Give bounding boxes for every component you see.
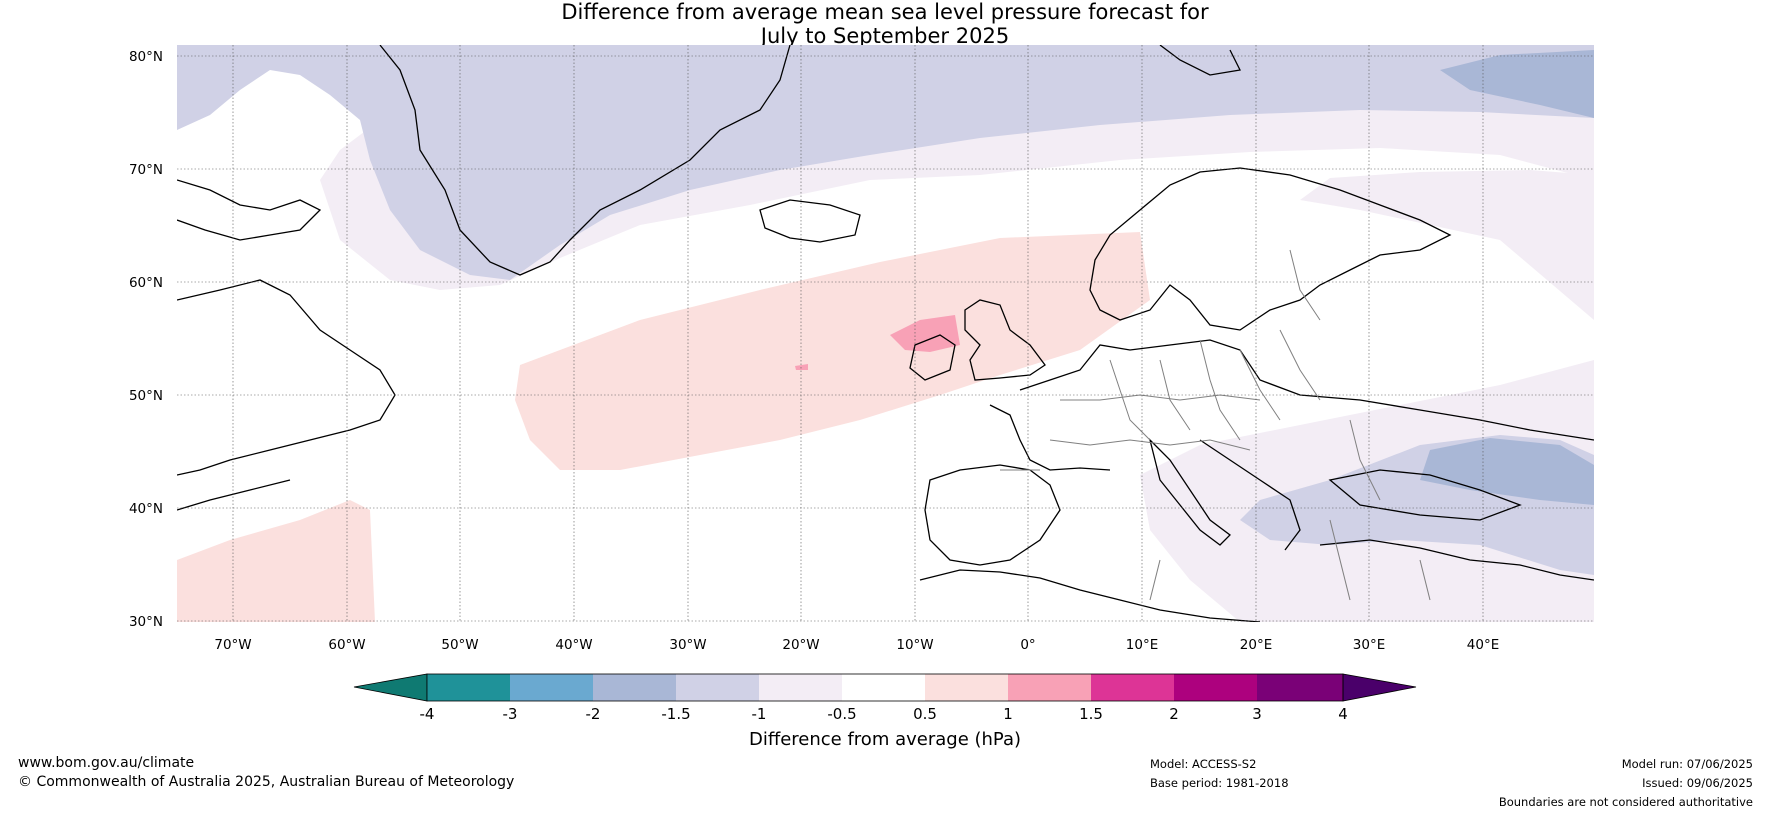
longitude-labels: 70°W 60°W 50°W 40°W 30°W 20°W 10°W 0° 10… [214, 637, 1499, 653]
colorbar-tick-neg4: -4 [420, 705, 435, 723]
baffin-coast [177, 179, 322, 241]
lon-label-50w: 50°W [441, 637, 478, 653]
colorbar-segment-1 [427, 674, 510, 701]
colorbar-segment-9 [1091, 674, 1174, 701]
lon-label-30w: 30°W [669, 637, 706, 653]
colorbar-tick-1: 1 [1003, 705, 1013, 723]
greenland-coast [379, 45, 791, 276]
nova-scotia-coast [177, 479, 291, 511]
issued-text: Issued: 09/06/2025 [1642, 776, 1753, 790]
model-text: Model: ACCESS-S2 [1150, 757, 1257, 771]
lat-label-50n: 50°N [129, 388, 163, 404]
black-sea-coast [1328, 469, 1522, 521]
colorbar-segment-10 [1174, 674, 1257, 701]
colorbar-tick-2: 2 [1169, 705, 1179, 723]
anatolia-coast [1319, 539, 1594, 581]
copyright-text: © Commonwealth of Australia 2025, Austra… [18, 774, 515, 790]
scandinavia-coast [1089, 167, 1452, 331]
website-link[interactable]: www.bom.gov.au/climate [18, 755, 195, 771]
lon-label-40w: 40°W [555, 637, 592, 653]
lon-label-10w: 10°W [896, 637, 933, 653]
colorbar-tick-3: 3 [1252, 705, 1262, 723]
colorbar-segment-8 [1008, 674, 1091, 701]
model-run-text: Model run: 07/06/2025 [1621, 757, 1753, 771]
graticule [177, 45, 1594, 622]
colorbar-tick-neg1-5: -1.5 [661, 705, 690, 723]
map-title: Difference from average mean sea level p… [0, 0, 1770, 48]
lat-label-70n: 70°N [129, 162, 163, 178]
coastlines [177, 45, 1594, 622]
lat-label-30n: 30°N [129, 614, 163, 630]
colorbar-segment-5 [759, 674, 842, 701]
title-line-1: Difference from average mean sea level p… [561, 0, 1209, 24]
colorbar-tick-0-5: 0.5 [913, 705, 937, 723]
lon-label-40e: 40°E [1467, 637, 1499, 653]
lon-label-70w: 70°W [214, 637, 251, 653]
latitude-labels: 80°N 70°N 60°N 50°N 40°N 30°N [129, 49, 163, 630]
britain-coast [964, 299, 1046, 381]
colorbar-tick-neg1: -1 [752, 705, 767, 723]
colorbar-segment-2 [510, 674, 593, 701]
colorbar-high-extend [1342, 673, 1417, 702]
italy-coast [1148, 437, 1231, 546]
france-coast [989, 404, 1111, 471]
lon-label-0: 0° [1020, 637, 1035, 653]
colorbar: -4 -3 -2 -1.5 -1 -0.5 0.5 1 1.5 2 3 4 Di… [353, 673, 1417, 750]
colorbar-segment-3 [593, 674, 676, 701]
north-africa-coast [919, 569, 1261, 622]
colorbar-tick-neg2: -2 [586, 705, 601, 723]
pressure-anomaly-field [177, 45, 1594, 622]
lat-label-40n: 40°N [129, 501, 163, 517]
colorbar-segment-4 [676, 674, 759, 701]
iceland-coast [759, 199, 861, 243]
colorbar-tick-4: 4 [1338, 705, 1348, 723]
ireland-coast [909, 334, 956, 381]
lon-label-60w: 60°W [328, 637, 365, 653]
lon-label-20e: 20°E [1240, 637, 1272, 653]
colorbar-segment-7 [925, 674, 1008, 701]
colorbar-tick-neg0-5: -0.5 [827, 705, 856, 723]
colorbar-segment-11 [1257, 674, 1343, 701]
disclaimer-text: Boundaries are not considered authoritat… [1498, 795, 1753, 809]
balkans-coast [1199, 439, 1301, 551]
colorbar-tick-1-5: 1.5 [1079, 705, 1103, 723]
lat-label-80n: 80°N [129, 49, 163, 65]
iberia-coast [924, 464, 1061, 566]
lat-label-60n: 60°N [129, 275, 163, 291]
title-line-2: July to September 2025 [760, 24, 1010, 48]
colorbar-tick-neg3: -3 [503, 705, 518, 723]
colorbar-segment-6 [842, 674, 925, 701]
base-period-text: Base period: 1981-2018 [1150, 776, 1289, 790]
lon-label-10e: 10°E [1126, 637, 1158, 653]
country-borders [1000, 249, 1431, 601]
colorbar-low-extend [353, 673, 428, 702]
lon-label-20w: 20°W [782, 637, 819, 653]
lon-label-30e: 30°E [1353, 637, 1385, 653]
svalbard-coast [1159, 45, 1241, 76]
colorbar-label: Difference from average (hPa) [749, 729, 1021, 750]
